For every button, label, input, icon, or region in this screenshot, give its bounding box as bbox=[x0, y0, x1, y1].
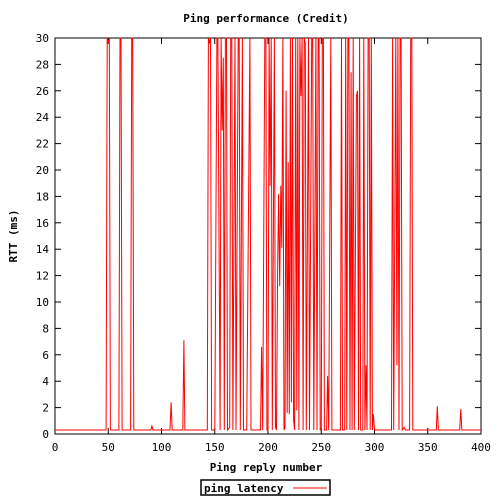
y-tick-label: 22 bbox=[36, 138, 49, 151]
legend-label: ping latency bbox=[204, 482, 284, 495]
x-tick-label: 200 bbox=[258, 441, 278, 454]
x-axis: 0 50 100 150 200 250 300 350 400 bbox=[52, 38, 491, 454]
y-tick-label: 30 bbox=[36, 32, 49, 45]
x-axis-label: Ping reply number bbox=[210, 461, 323, 474]
y-tick-label: 14 bbox=[36, 243, 50, 256]
y-tick-label: 26 bbox=[36, 85, 49, 98]
legend-box bbox=[200, 479, 331, 496]
y-tick-label: 8 bbox=[42, 322, 49, 335]
y-axis-label: RTT (ms) bbox=[7, 210, 20, 263]
y-tick-label: 10 bbox=[36, 296, 49, 309]
x-tick-label: 350 bbox=[418, 441, 438, 454]
x-tick-label: 300 bbox=[365, 441, 385, 454]
x-tick-label: 100 bbox=[152, 441, 172, 454]
y-tick-label: 28 bbox=[36, 58, 49, 71]
legend: ping latency bbox=[200, 479, 331, 496]
series-line-ping-latency bbox=[55, 37, 481, 432]
x-tick-label: 400 bbox=[471, 441, 491, 454]
chart-title: Ping performance (Credit) bbox=[183, 12, 349, 25]
y-tick-label: 2 bbox=[42, 402, 49, 415]
y-tick-label: 12 bbox=[36, 270, 49, 283]
x-tick-label: 250 bbox=[311, 441, 331, 454]
y-tick-label: 0 bbox=[42, 428, 49, 441]
y-tick-label: 18 bbox=[36, 190, 49, 203]
y-tick-label: 20 bbox=[36, 164, 49, 177]
x-tick-label: 150 bbox=[205, 441, 225, 454]
y-tick-label: 4 bbox=[42, 375, 49, 388]
y-tick-label: 16 bbox=[36, 217, 49, 230]
y-tick-label: 6 bbox=[42, 349, 49, 362]
y-tick-label: 24 bbox=[36, 111, 50, 124]
x-tick-label: 0 bbox=[52, 441, 59, 454]
x-tick-label: 50 bbox=[102, 441, 115, 454]
